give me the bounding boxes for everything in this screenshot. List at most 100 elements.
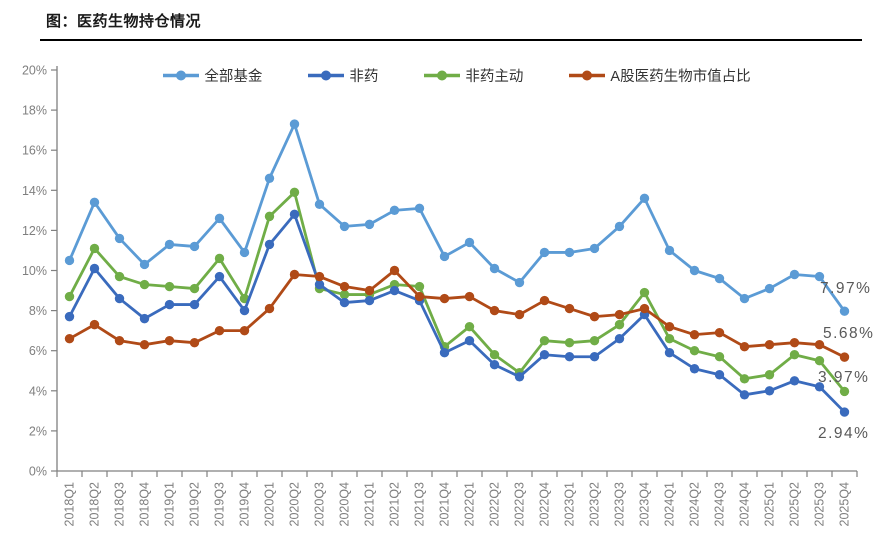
- title-underline: [40, 39, 862, 41]
- data-point: [364, 219, 375, 230]
- x-tick-label: 2021Q2: [388, 482, 402, 527]
- x-tick-label: 2024Q4: [738, 482, 752, 527]
- y-tick-label: 0%: [29, 465, 47, 479]
- data-point: [589, 311, 600, 322]
- legend-item-1: 全部基金: [163, 65, 262, 86]
- data-point: [189, 299, 200, 310]
- data-point: [139, 313, 150, 324]
- data-point: [89, 263, 100, 274]
- data-point: [339, 221, 350, 232]
- data-point: [64, 311, 75, 322]
- data-point: [514, 309, 525, 320]
- data-point: [539, 350, 550, 360]
- data-point: [189, 283, 200, 294]
- x-tick-label: 2021Q1: [363, 482, 377, 527]
- data-point: [64, 255, 75, 266]
- figure-header: 图：医药生物持仓情况: [40, 6, 862, 41]
- data-point: [689, 364, 700, 374]
- data-point: [389, 285, 400, 296]
- y-tick-label: 2%: [29, 424, 47, 438]
- x-tick-label: 2024Q3: [713, 482, 727, 527]
- data-point: [664, 321, 675, 332]
- data-point: [489, 263, 500, 274]
- data-point: [764, 386, 775, 396]
- x-tick-label: 2018Q2: [88, 482, 102, 527]
- data-point: [764, 370, 775, 380]
- data-point: [789, 376, 800, 386]
- y-tick-label: 12%: [22, 224, 47, 238]
- data-point: [114, 335, 125, 346]
- x-tick-label: 2020Q3: [313, 482, 327, 527]
- data-point: [614, 333, 625, 344]
- data-point: [64, 333, 75, 344]
- series-line-3: [68, 190, 846, 393]
- data-label: 2.94%: [818, 425, 869, 442]
- data-point: [289, 119, 300, 129]
- data-point: [164, 299, 175, 310]
- data-point: [739, 293, 750, 304]
- y-tick-label: 16%: [22, 144, 47, 158]
- data-point: [364, 285, 375, 296]
- data-point: [539, 247, 550, 258]
- x-tick-label: 2021Q3: [413, 482, 427, 527]
- data-point: [239, 305, 250, 316]
- chart-legend: 全部基金 非药 非药主动 A股医药生物市值占比: [57, 60, 857, 90]
- data-point: [89, 319, 100, 330]
- x-tick-label: 2021Q4: [438, 482, 452, 527]
- data-point: [214, 271, 225, 282]
- x-tick-label: 2023Q1: [563, 482, 577, 527]
- x-tick-label: 2020Q1: [263, 482, 277, 527]
- chart-title: 图：医药生物持仓情况: [46, 13, 202, 30]
- data-point: [364, 295, 375, 306]
- data-point: [614, 221, 625, 232]
- series-line-2: [68, 212, 846, 414]
- data-point: [839, 407, 850, 417]
- y-tick-label: 10%: [22, 264, 47, 278]
- data-point: [189, 337, 200, 348]
- x-tick-label: 2018Q1: [63, 482, 77, 527]
- x-tick-label: 2020Q4: [338, 482, 352, 527]
- x-tick-label: 2018Q3: [113, 482, 127, 527]
- data-point: [264, 173, 275, 183]
- data-point: [589, 243, 600, 254]
- data-point: [564, 247, 575, 258]
- data-point: [414, 291, 425, 302]
- data-point: [64, 291, 75, 302]
- data-point: [589, 352, 600, 362]
- x-tick-label: 2024Q1: [663, 482, 677, 527]
- data-point: [814, 382, 825, 392]
- data-point: [164, 335, 175, 346]
- data-point: [689, 329, 700, 340]
- data-point: [539, 335, 550, 346]
- data-point: [789, 350, 800, 360]
- x-tick-label: 2025Q4: [838, 482, 852, 527]
- data-point: [739, 374, 750, 384]
- data-point: [839, 306, 850, 316]
- x-tick-label: 2022Q2: [488, 482, 502, 527]
- data-point: [439, 251, 450, 262]
- data-point: [739, 341, 750, 352]
- x-tick-label: 2019Q1: [163, 482, 177, 527]
- data-point: [489, 360, 500, 370]
- data-point: [314, 199, 325, 210]
- legend-item-2: 非药: [308, 65, 378, 86]
- data-point: [339, 289, 350, 300]
- data-point: [564, 303, 575, 314]
- data-point: [514, 277, 525, 288]
- data-point: [489, 305, 500, 316]
- data-point: [264, 211, 275, 222]
- data-label: 5.68%: [823, 325, 874, 342]
- data-point: [664, 348, 675, 358]
- data-point: [339, 281, 350, 292]
- legend-label: 全部基金: [204, 68, 263, 85]
- data-point: [389, 265, 400, 276]
- x-tick-label: 2022Q4: [538, 482, 552, 527]
- data-point: [839, 386, 850, 397]
- data-point: [439, 348, 450, 358]
- legend-item-4: A股医药生物市值占比: [569, 65, 751, 86]
- data-point: [764, 339, 775, 350]
- data-point: [639, 287, 650, 298]
- data-point: [239, 247, 250, 258]
- data-point: [639, 193, 650, 204]
